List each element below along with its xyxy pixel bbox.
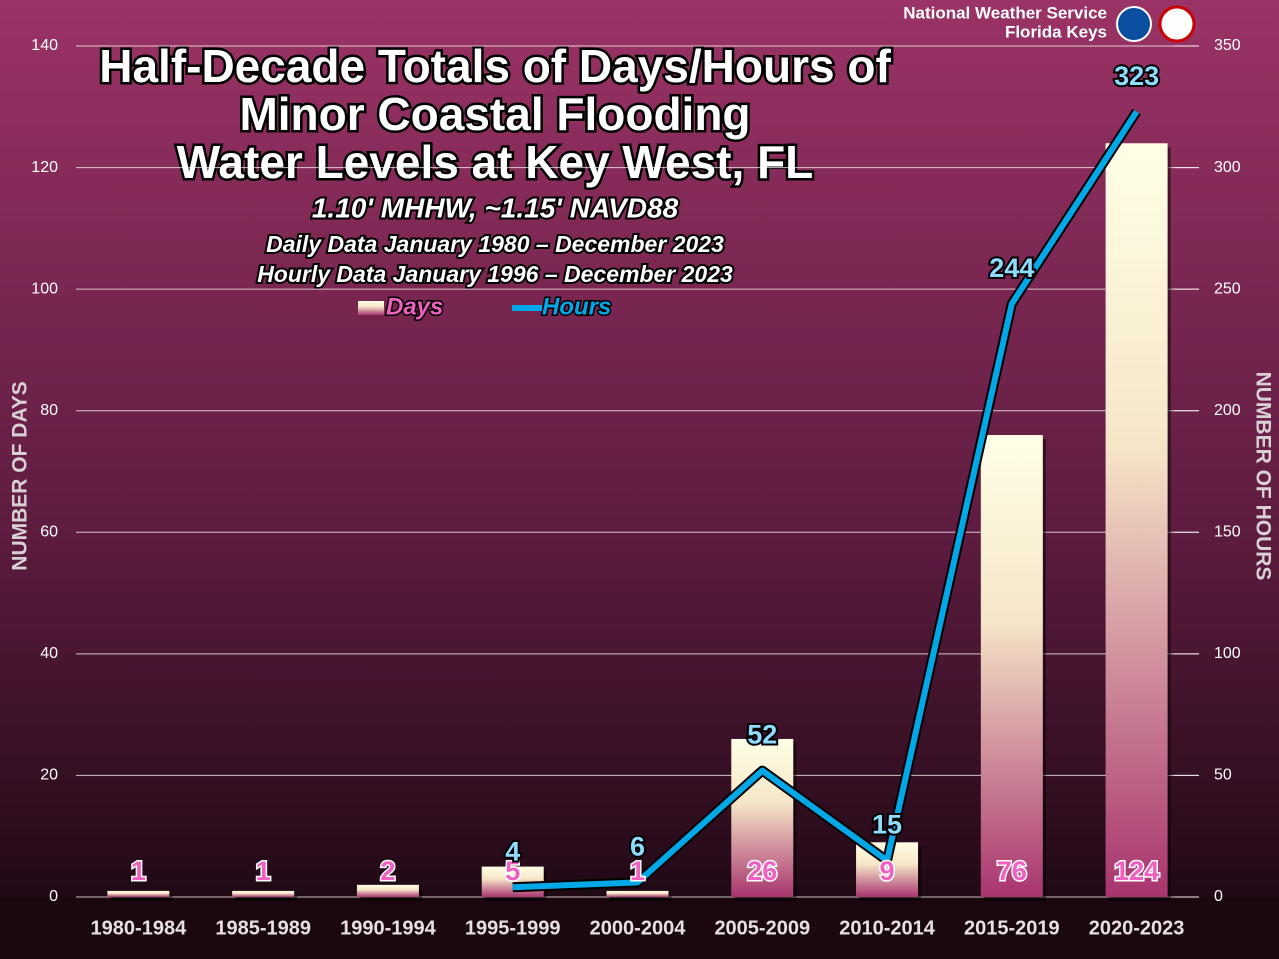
data-label: 9 — [880, 856, 895, 886]
chart-title: Minor Coastal Flooding — [239, 88, 750, 140]
bar — [356, 884, 419, 897]
logo — [1116, 6, 1152, 42]
data-label: 1 — [131, 856, 146, 886]
x-tick-label: 1990-1994 — [340, 917, 437, 939]
note: Daily Data January 1980 – December 2023 — [266, 231, 724, 257]
bar — [1105, 143, 1168, 897]
bar — [731, 738, 794, 897]
y-tick-label: 60 — [40, 524, 58, 541]
y-tick-label: 100 — [31, 280, 58, 297]
x-tick-label: 2010-2014 — [839, 917, 936, 939]
data-label: 15 — [872, 810, 902, 840]
logo — [1158, 5, 1196, 43]
y2-tick-label: 0 — [1214, 888, 1223, 905]
x-tick-label: 1995-1999 — [465, 917, 561, 939]
y2-tick-label: 350 — [1214, 37, 1241, 54]
y2-tick-label: 150 — [1214, 524, 1241, 541]
x-tick-label: 2020-2023 — [1089, 917, 1185, 939]
y-tick-label: 20 — [40, 767, 58, 784]
y2-tick-label: 50 — [1214, 767, 1232, 784]
legend-label: Days — [386, 293, 443, 320]
bar — [107, 890, 170, 897]
data-label: 4 — [505, 836, 520, 866]
data-label: 1 — [256, 856, 271, 886]
data-label: 26 — [747, 856, 777, 886]
y-tick-label: 80 — [40, 402, 58, 419]
data-label: 5 — [505, 856, 520, 886]
x-tick-label: 2005-2009 — [714, 917, 810, 939]
x-tick-label: 1985-1989 — [215, 917, 311, 939]
y-axis-label: NUMBER OF DAYS — [9, 381, 32, 570]
y-tick-label: 120 — [31, 159, 58, 176]
x-tick-label: 2000-2004 — [590, 917, 687, 939]
footer-band — [0, 897, 1279, 959]
data-label: 6 — [630, 832, 645, 862]
note: Hourly Data January 1996 – December 2023 — [257, 261, 733, 287]
bar-shadow — [609, 894, 672, 901]
y2-axis-label: NUMBER OF HOURS — [1251, 372, 1274, 581]
y-tick-label: 0 — [49, 888, 58, 905]
legend-swatch — [358, 301, 384, 315]
chart-title: Half-Decade Totals of Days/Hours of — [99, 40, 891, 92]
bar-shadow — [110, 894, 173, 901]
line — [512, 110, 1140, 891]
legend-label: Hours — [542, 293, 611, 320]
bar — [232, 890, 295, 897]
data-label: 244 — [989, 253, 1034, 283]
data-label: 124 — [1114, 856, 1159, 886]
x-tick-label: 2015-2019 — [964, 917, 1060, 939]
y-tick-label: 140 — [31, 37, 58, 54]
y-tick-label: 40 — [40, 645, 58, 662]
bar — [980, 435, 1043, 897]
data-label: 76 — [997, 856, 1027, 886]
data-label: 2 — [380, 856, 395, 886]
data-label: 1 — [630, 856, 645, 886]
data-label: 323 — [1114, 61, 1159, 91]
y2-tick-label: 250 — [1214, 280, 1241, 297]
x-tick-label: 1980-1984 — [91, 917, 188, 939]
y2-tick-label: 200 — [1214, 402, 1241, 419]
attribution: Florida Keys — [1005, 22, 1107, 41]
y2-tick-label: 300 — [1214, 159, 1241, 176]
subtitle: 1.10' MHHW, ~1.15' NAVD88 — [312, 192, 679, 223]
chart-title: Water Levels at Key West, FL — [177, 136, 814, 188]
attribution: National Weather Service — [903, 3, 1107, 22]
data-label: 52 — [747, 720, 777, 750]
bar-shadow — [235, 894, 298, 901]
y2-tick-label: 100 — [1214, 645, 1241, 662]
bar — [606, 890, 669, 897]
